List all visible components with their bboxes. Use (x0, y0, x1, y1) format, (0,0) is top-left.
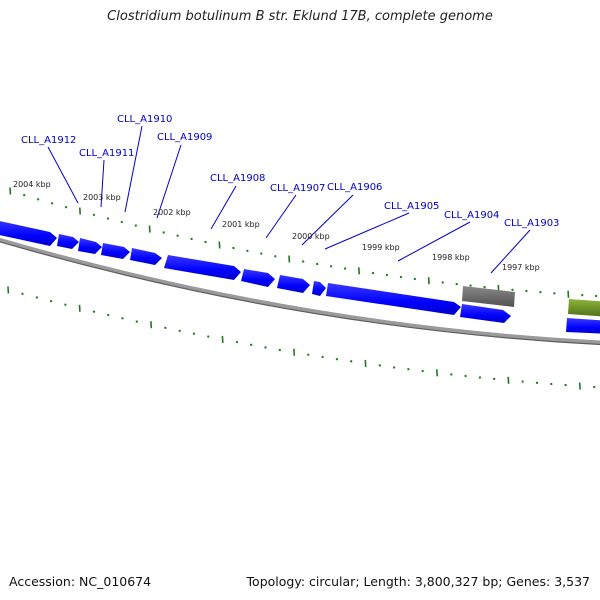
gene-label[interactable]: CLL_A1905 (384, 201, 439, 212)
leader-line (47, 146, 79, 204)
tick-label: 2004 kbp (13, 180, 51, 189)
leader-line (397, 221, 471, 262)
genome-stats: Topology: circular; Length: 3,800,327 bp… (246, 574, 590, 589)
leader-line (156, 144, 182, 219)
tick-label: 1998 kbp (432, 253, 470, 262)
tick-label: 1999 kbp (362, 243, 400, 252)
gene-label[interactable]: CLL_A1906 (327, 182, 382, 193)
leader-line (301, 194, 354, 246)
map-title: Clostridium botulinum B str. Eklund 17B,… (107, 9, 493, 24)
gene-feature-rna[interactable] (568, 299, 600, 317)
gene-track (0, 220, 600, 334)
outer-tick-ring (9, 187, 598, 298)
gene-arrow[interactable] (277, 275, 310, 293)
gene-arrow[interactable] (566, 318, 600, 334)
leader-line (490, 229, 531, 274)
gene-arrow[interactable] (164, 255, 241, 280)
gene-label[interactable]: CLL_A1903 (504, 218, 559, 229)
length-label: Length: (363, 574, 411, 589)
gene-arrow[interactable] (78, 238, 102, 254)
leader-line (124, 125, 143, 213)
tick-label: 2001 kbp (222, 220, 260, 229)
gene-feature-other[interactable] (462, 286, 515, 307)
gene-label[interactable]: CLL_A1908 (210, 173, 265, 184)
accession-value: NC_010674 (79, 574, 152, 589)
leader-line (210, 185, 237, 230)
gene-arrow[interactable] (101, 243, 130, 259)
tick-label: 1997 kbp (502, 263, 540, 272)
genome-backbone-shadow (0, 241, 600, 346)
topology-value: circular (309, 574, 356, 589)
length-value: 3,800,327 bp (414, 574, 499, 589)
genes-label: Genes: (506, 574, 551, 589)
leader-lines (47, 125, 531, 274)
tick-label: 2002 kbp (153, 208, 191, 217)
genome-backbone (0, 237, 600, 345)
tick-labels: 2004 kbp 2003 kbp 2002 kbp 2001 kbp 2000… (13, 180, 540, 272)
leader-line (324, 212, 410, 250)
gene-label[interactable]: CLL_A1912 (21, 135, 76, 146)
inner-tick-ring (7, 286, 596, 390)
tick-label: 2000 kbp (292, 232, 330, 241)
gene-label[interactable]: CLL_A1904 (444, 210, 499, 221)
leader-line (265, 194, 297, 239)
gene-label[interactable]: CLL_A1910 (117, 114, 172, 125)
genes-value: 3,537 (554, 574, 590, 589)
gene-label[interactable]: CLL_A1909 (157, 132, 212, 143)
tick-label: 2003 kbp (83, 193, 121, 202)
gene-arrow[interactable] (326, 283, 461, 315)
gene-arrow[interactable] (57, 234, 79, 249)
accession-info: Accession: NC_010674 (9, 574, 151, 589)
gene-label[interactable]: CLL_A1907 (270, 183, 325, 194)
gene-arrow[interactable] (130, 248, 162, 265)
gene-arrow[interactable] (241, 269, 275, 287)
gene-arrow[interactable] (460, 304, 511, 323)
gene-label[interactable]: CLL_A1911 (79, 148, 134, 159)
gene-arrow[interactable] (0, 220, 57, 246)
leader-line (100, 159, 105, 208)
accession-label: Accession: (9, 574, 76, 589)
gene-labels: CLL_A1912 CLL_A1911 CLL_A1910 CLL_A1909 … (21, 114, 559, 229)
topology-label: Topology: (246, 574, 306, 589)
gene-arrow[interactable] (312, 281, 326, 296)
